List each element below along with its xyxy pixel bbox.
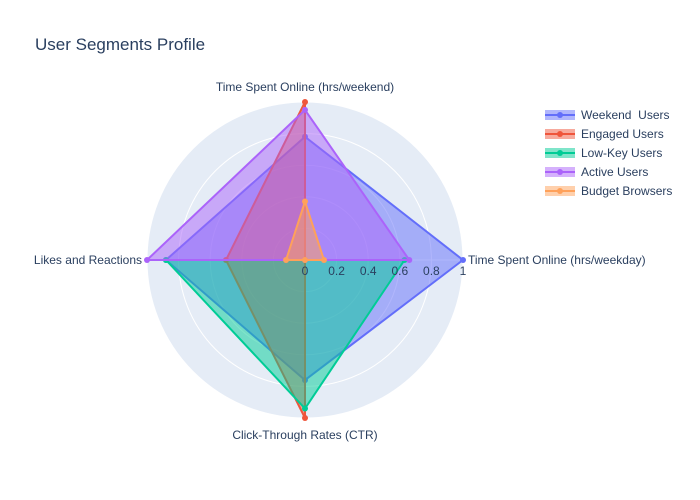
radial-tick-label: 0.2 <box>328 264 345 278</box>
data-point-engaged-users-3 <box>302 415 308 421</box>
radial-tick-label: 0.6 <box>391 264 408 278</box>
chart-title: User Segments Profile <box>35 35 205 54</box>
radial-tick-label: 0 <box>302 264 309 278</box>
legend-label: Active Users <box>581 165 648 179</box>
data-point-budget-browsers-0 <box>320 257 327 263</box>
legend-marker <box>557 188 563 194</box>
legend-item-budget-browsers[interactable]: Budget Browsers <box>545 184 672 198</box>
data-point-active-users-2 <box>144 257 150 263</box>
data-point-budget-browsers-2 <box>283 257 290 263</box>
axis-label-likes-and-reactions: Likes and Reactions <box>34 253 142 267</box>
radial-tick-label: 0.8 <box>423 264 440 278</box>
series-budget-browsers <box>283 198 327 263</box>
legend-label: Engaged Users <box>581 127 664 141</box>
data-point-budget-browsers-3 <box>302 257 308 263</box>
radial-tick-label: 1 <box>460 264 467 278</box>
data-point-engaged-users-1 <box>302 99 308 105</box>
legend-marker <box>557 131 563 137</box>
legend-label: Low-Key Users <box>581 146 662 160</box>
data-point-active-users-1 <box>302 106 308 113</box>
legend-item-active-users[interactable]: Active Users <box>545 165 648 179</box>
legend-marker <box>557 112 563 118</box>
axis-label-time-spent-online-hrs-weekday: Time Spent Online (hrs/weekday) <box>468 253 646 267</box>
angular-axis-labels: Time Spent Online (hrs/weekday) Time Spen… <box>34 80 646 442</box>
legend-label: Weekend Users <box>581 108 669 122</box>
data-point-budget-browsers-1 <box>302 198 308 205</box>
data-point-weekend-users-0 <box>460 257 466 263</box>
data-point-low-key-users-3 <box>302 405 308 412</box>
axis-label-time-spent-online-hrs-weekend: Time Spent Online (hrs/weekend) <box>216 80 394 94</box>
radial-tick-labels: 0 0.2 0.4 0.6 0.8 1 <box>302 264 467 278</box>
series-layer <box>144 99 466 421</box>
data-point-active-users-0 <box>406 257 413 263</box>
legend-marker <box>557 150 563 156</box>
legend-marker <box>557 169 563 175</box>
axis-label-click-through-rates-ctr: Click-Through Rates (CTR) <box>232 428 377 442</box>
legend: Weekend Users Engaged Users Low-Key Users A… <box>545 108 672 198</box>
legend-item-weekend-users[interactable]: Weekend Users <box>545 108 669 122</box>
legend-item-engaged-users[interactable]: Engaged Users <box>545 127 664 141</box>
legend-label: Budget Browsers <box>581 184 672 198</box>
radial-tick-label: 0.4 <box>360 264 377 278</box>
legend-item-low-key-users[interactable]: Low-Key Users <box>545 146 662 160</box>
